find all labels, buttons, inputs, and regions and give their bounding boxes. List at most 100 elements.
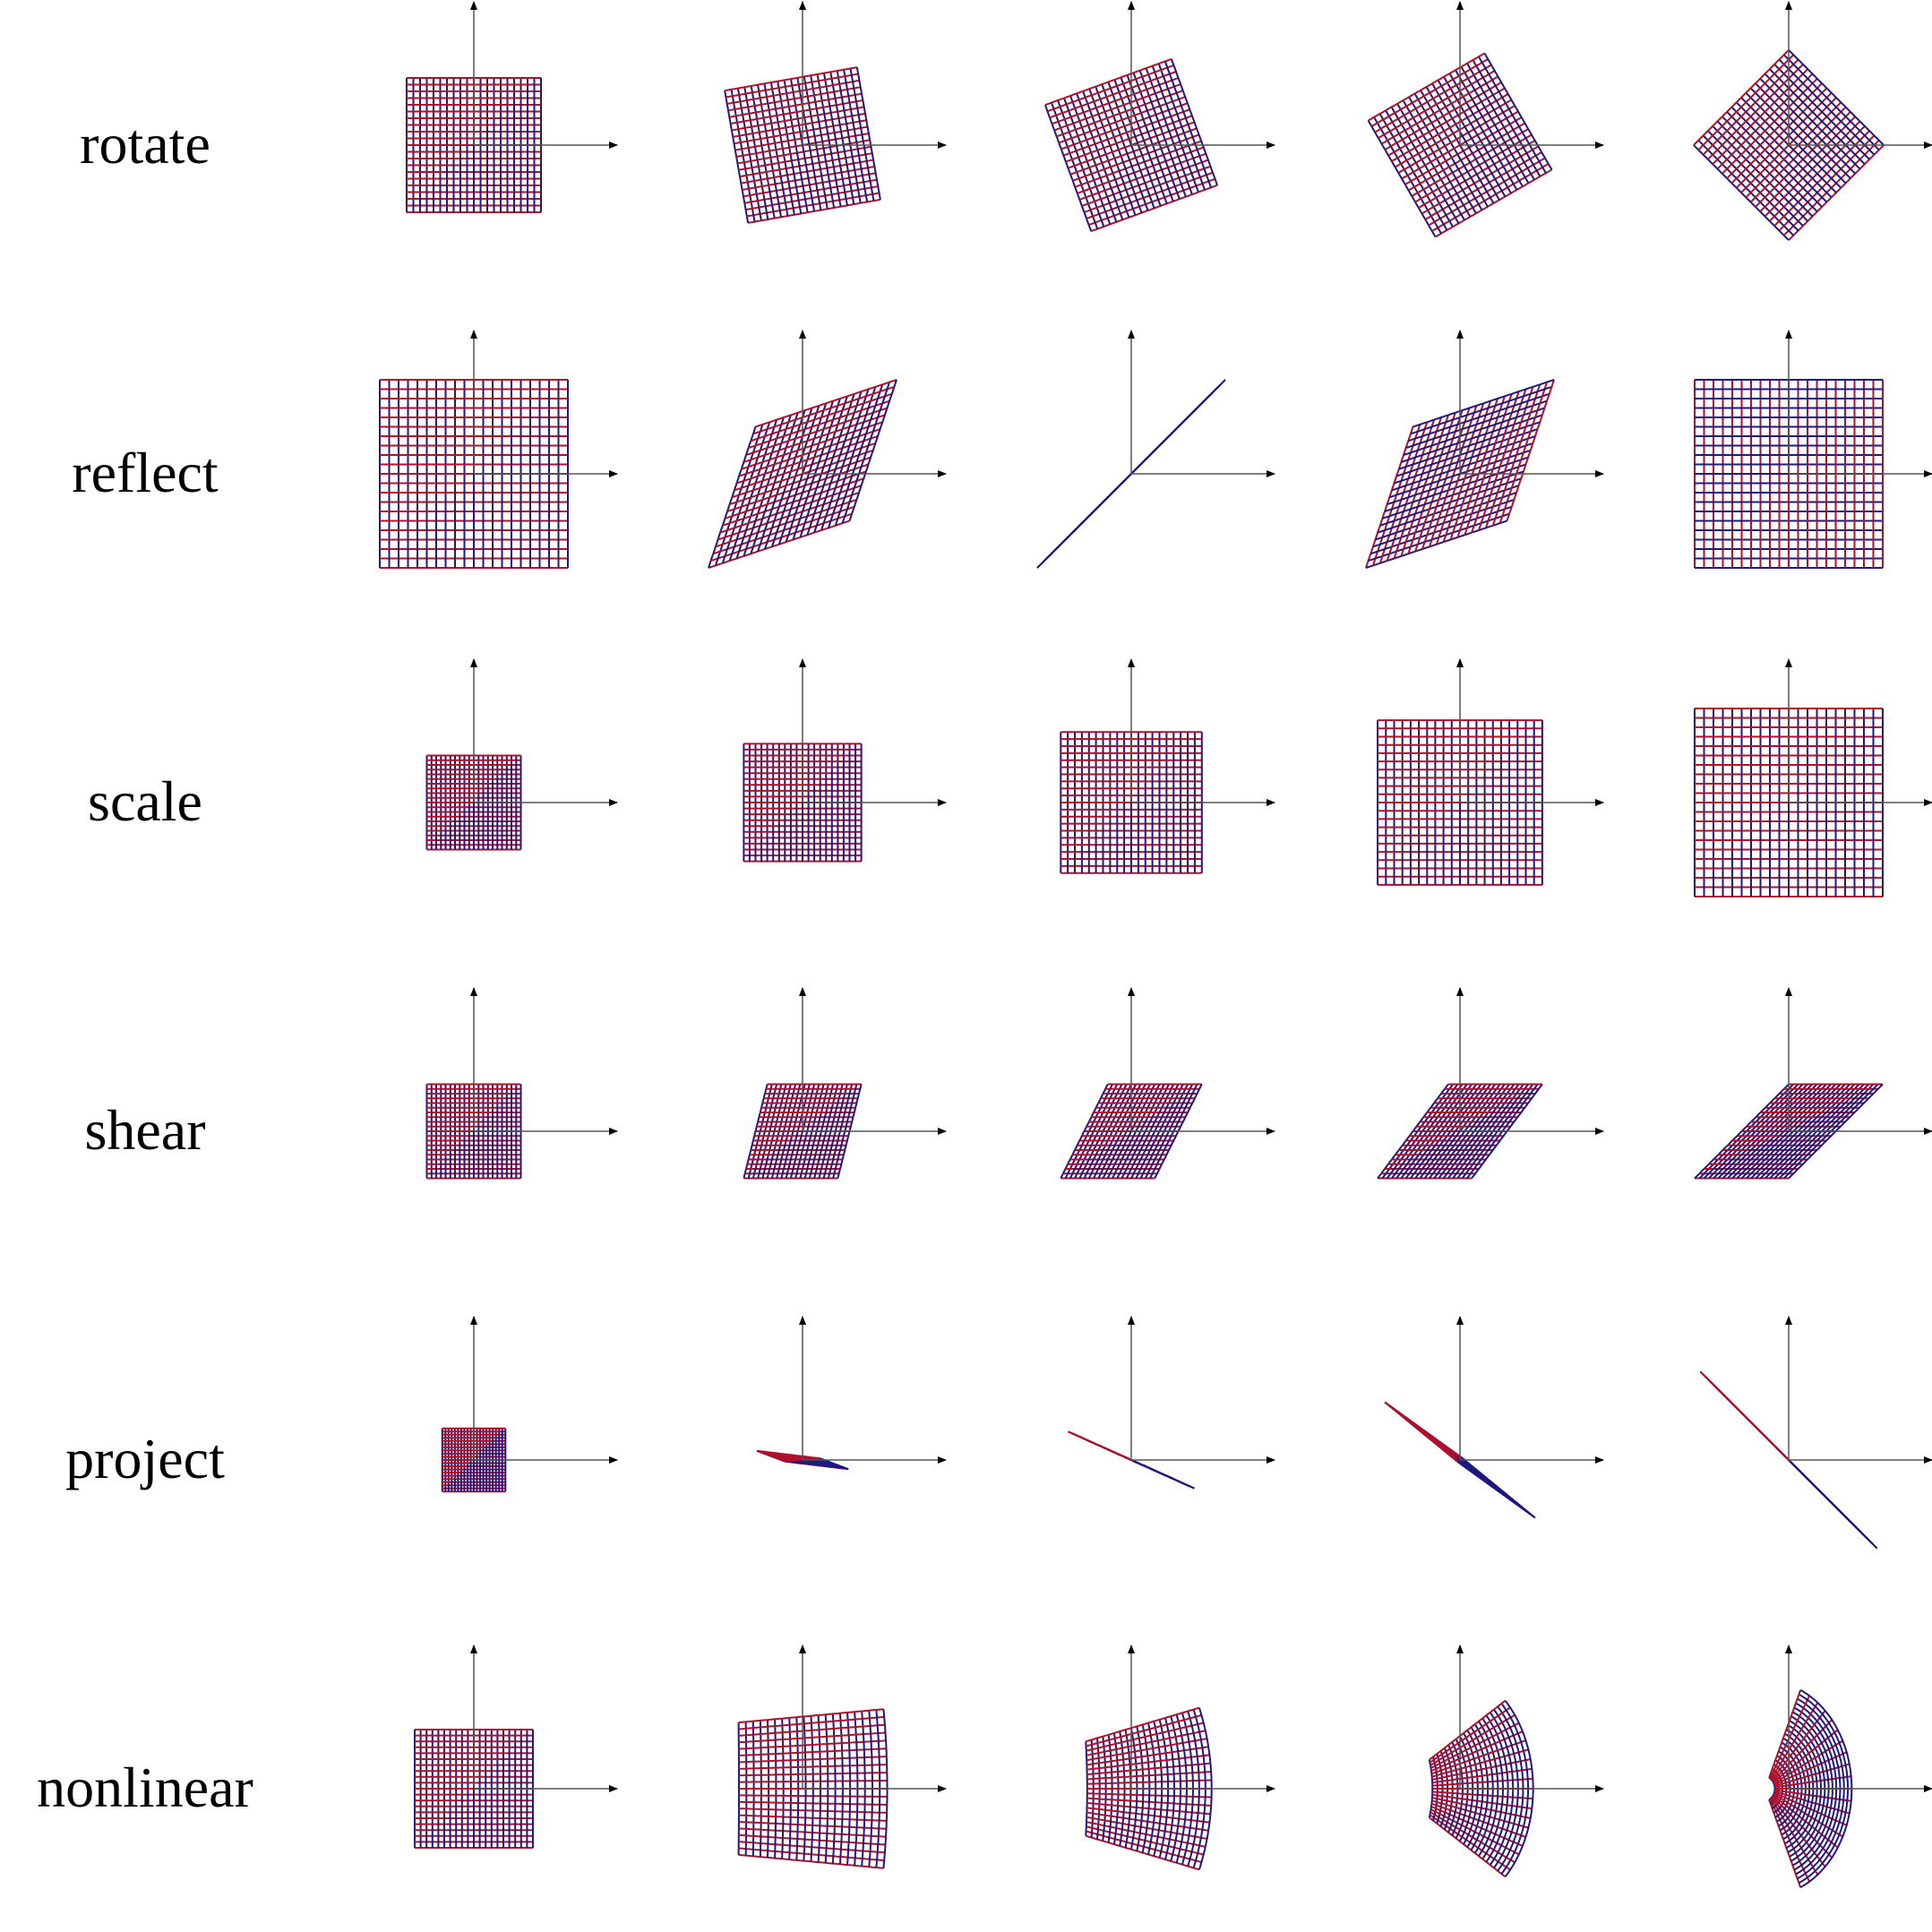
grid-line-horizontal — [1773, 1729, 1839, 1783]
grid-line-vertical — [1410, 385, 1552, 435]
grid-line-vertical — [1145, 67, 1193, 195]
panel-rotate-1 — [406, 1, 618, 213]
grid-line-horizontal — [1086, 1762, 1211, 1776]
grid-line-horizontal — [1772, 1719, 1833, 1782]
grid-line-horizontal — [1478, 389, 1527, 531]
grid-line-vertical — [1759, 78, 1856, 175]
grid-line-vertical — [1395, 428, 1538, 477]
panel-rotate-4 — [1367, 1, 1604, 238]
grid-line-horizontal — [1442, 400, 1492, 543]
grid-line-vertical — [1745, 91, 1842, 189]
panels — [379, 1, 1932, 1889]
grid-line-horizontal — [1506, 379, 1555, 521]
grid-line-horizontal — [1056, 90, 1184, 138]
panel-reflect-5 — [1694, 330, 1932, 569]
grid-line-vertical — [1749, 87, 1847, 185]
panel-reflect-3 — [1036, 330, 1275, 569]
grid-line-vertical — [1472, 59, 1541, 177]
row-label-shear: shear — [84, 1098, 205, 1162]
panel-shear-2 — [743, 987, 947, 1180]
grid-line-vertical — [1394, 435, 1536, 485]
grid-line-vertical — [1788, 1459, 1878, 1550]
grid-line-vertical — [1773, 64, 1870, 160]
grid-line-horizontal — [1484, 386, 1534, 528]
grid-line-horizontal — [1058, 96, 1186, 144]
grid-line-horizontal — [738, 1708, 884, 1724]
grid-line-horizontal — [1429, 1699, 1507, 1761]
grid-line-horizontal — [752, 385, 895, 435]
panel-nonlinear-1 — [414, 1644, 618, 1849]
panel-nonlinear-3 — [1085, 1644, 1275, 1871]
grid-line-vertical — [841, 382, 891, 524]
grid-line-horizontal — [739, 1780, 888, 1783]
grid-line-vertical — [827, 386, 877, 528]
panel-rotate-5 — [1693, 1, 1932, 241]
panel-shear-4 — [1377, 987, 1604, 1180]
grid-line-horizontal — [1464, 393, 1513, 536]
grid-line-vertical — [1483, 53, 1553, 170]
grid-line-horizontal — [750, 392, 893, 442]
grid-line-vertical — [849, 68, 875, 202]
grid-line-horizontal — [734, 119, 867, 145]
panel-rotate-2 — [724, 1, 947, 224]
grid-line-horizontal — [1429, 1706, 1511, 1764]
grid-line-horizontal — [1773, 1739, 1843, 1784]
grid-line-vertical — [1413, 379, 1555, 428]
grid-line-vertical — [799, 396, 848, 538]
grid-line-horizontal — [726, 73, 859, 99]
grid-line-horizontal — [1491, 383, 1541, 527]
panel-reflect-4 — [1365, 330, 1604, 569]
grid-line-horizontal — [1384, 82, 1502, 150]
grid-line-vertical — [836, 70, 862, 203]
grid-line-horizontal — [1722, 78, 1818, 175]
grid-line-vertical — [1113, 79, 1162, 207]
grid-line-horizontal — [738, 1739, 887, 1750]
grid-line-vertical — [843, 69, 869, 202]
grid-line-vertical — [1443, 76, 1512, 194]
panel-project-5 — [1699, 1316, 1932, 1550]
grid-line-vertical — [1457, 1461, 1536, 1519]
grid-line-horizontal — [1768, 1689, 1802, 1779]
grid-line-horizontal — [1086, 1730, 1206, 1756]
panel-nonlinear-5 — [1768, 1644, 1932, 1889]
grid-line-vertical — [848, 379, 897, 521]
grid-line-horizontal — [1395, 99, 1512, 168]
row-label-reflect: reflect — [72, 441, 219, 504]
grid-line-horizontal — [755, 379, 897, 428]
grid-line-horizontal — [1431, 1748, 1529, 1778]
panel-shear-1 — [425, 987, 618, 1180]
grid-line-horizontal — [756, 1449, 820, 1460]
grid-line-vertical — [813, 391, 863, 533]
grid-line-horizontal — [1049, 71, 1177, 119]
grid-line-vertical — [820, 389, 870, 531]
grid-line-horizontal — [1060, 102, 1189, 150]
grid-line-horizontal — [1430, 1730, 1524, 1773]
panel-shear-3 — [1060, 987, 1275, 1180]
grid-line-horizontal — [729, 92, 863, 118]
grid-line-vertical — [1466, 63, 1535, 181]
grid-line-horizontal — [738, 1715, 885, 1730]
grid-line-horizontal — [734, 125, 868, 151]
grid-line-horizontal — [1712, 68, 1808, 165]
grid-line-horizontal — [1471, 391, 1520, 533]
grid-line-horizontal — [738, 1756, 887, 1764]
grid-line-vertical — [1455, 69, 1524, 187]
panel-rotate-3 — [1043, 1, 1275, 233]
panel-scale-1 — [425, 658, 618, 851]
row-label-nonlinear: nonlinear — [37, 1756, 253, 1819]
grid-line-horizontal — [1086, 1738, 1207, 1762]
panel-shear-5 — [1694, 987, 1932, 1180]
grid-line-horizontal — [1047, 64, 1174, 113]
grid-line-horizontal — [1769, 1695, 1811, 1779]
grid-line-vertical — [1151, 65, 1199, 193]
grid-line-horizontal — [741, 421, 883, 470]
grid-line-horizontal — [1387, 87, 1506, 157]
grid-line-vertical — [1769, 68, 1866, 165]
grid-line-horizontal — [1707, 64, 1804, 160]
grid-line-vertical — [855, 66, 881, 200]
panel-nonlinear-4 — [1428, 1644, 1604, 1878]
grid-line-vertical — [834, 383, 884, 527]
grid-line-horizontal — [1770, 1702, 1819, 1780]
grid-line-horizontal — [1384, 1401, 1459, 1464]
grid-line-horizontal — [1431, 1739, 1526, 1775]
